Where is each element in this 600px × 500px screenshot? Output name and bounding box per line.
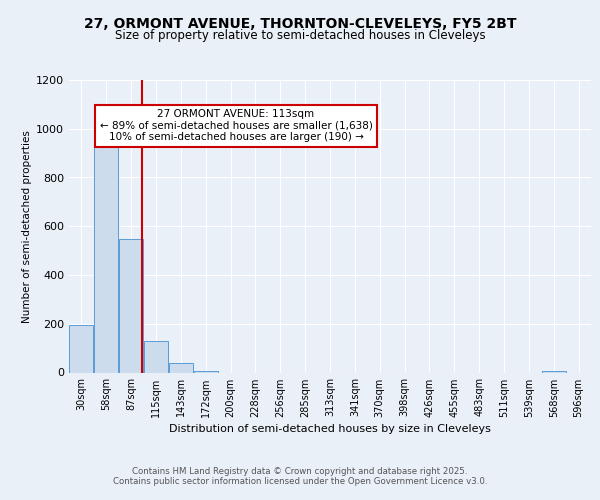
X-axis label: Distribution of semi-detached houses by size in Cleveleys: Distribution of semi-detached houses by … — [169, 424, 491, 434]
Text: Size of property relative to semi-detached houses in Cleveleys: Size of property relative to semi-detach… — [115, 29, 485, 42]
Text: Contains HM Land Registry data © Crown copyright and database right 2025.: Contains HM Land Registry data © Crown c… — [132, 467, 468, 476]
Text: 27 ORMONT AVENUE: 113sqm
← 89% of semi-detached houses are smaller (1,638)
10% o: 27 ORMONT AVENUE: 113sqm ← 89% of semi-d… — [100, 110, 373, 142]
Y-axis label: Number of semi-detached properties: Number of semi-detached properties — [22, 130, 32, 322]
Text: 27, ORMONT AVENUE, THORNTON-CLEVELEYS, FY5 2BT: 27, ORMONT AVENUE, THORNTON-CLEVELEYS, F… — [84, 18, 516, 32]
Bar — [542, 370, 566, 372]
Bar — [144, 341, 168, 372]
Bar — [94, 144, 118, 372]
Bar — [70, 326, 94, 372]
Text: Contains public sector information licensed under the Open Government Licence v3: Contains public sector information licen… — [113, 477, 487, 486]
Bar — [169, 363, 193, 372]
Bar — [194, 370, 218, 372]
Bar — [119, 239, 143, 372]
